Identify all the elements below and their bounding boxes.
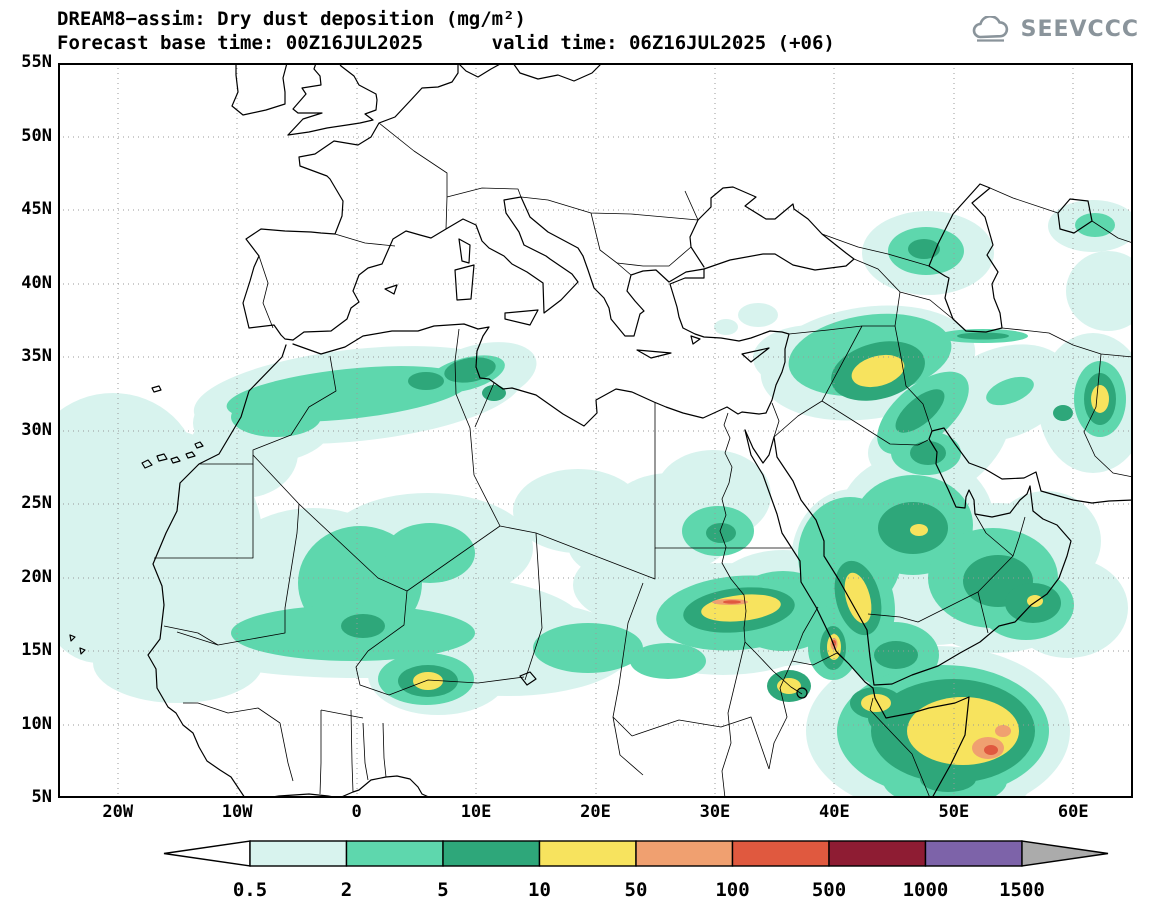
- legend-label-50: 50: [625, 879, 648, 901]
- legend-label-0.5: 0.5: [233, 879, 267, 901]
- legend-segment-6: [828, 840, 927, 867]
- lat-tick-45N: 45N: [21, 199, 52, 219]
- legend-segment-7: [924, 840, 1023, 867]
- lon-tick-0: 0: [351, 802, 362, 822]
- legend-segment-3: [538, 840, 637, 867]
- country-borders: [154, 122, 1134, 799]
- lat-tick-15N: 15N: [21, 640, 52, 660]
- legend-label-5: 5: [437, 879, 448, 901]
- legend-label-1000: 1000: [903, 879, 949, 901]
- legend-segment-2: [442, 840, 541, 867]
- logo-text: SEEVCCC: [1020, 16, 1139, 42]
- lon-tick-30E: 30E: [699, 802, 731, 822]
- coastlines: [69, 62, 1134, 799]
- lon-tick-40E: 40E: [819, 802, 850, 822]
- lon-tick-10W: 10W: [221, 802, 253, 822]
- lon-tick-20E: 20E: [580, 802, 611, 822]
- lat-tick-50N: 50N: [21, 125, 52, 146]
- colorbar-legend: 0.5 2 5 10 50 100 500 1000 1500: [163, 840, 1109, 901]
- seevccc-logo: SEEVCCC: [970, 16, 1139, 42]
- lon-tick-20W: 20W: [102, 802, 134, 822]
- graticule-gridlines: [58, 63, 1133, 798]
- legend-label-500: 500: [812, 879, 846, 901]
- legend-label-1500: 1500: [999, 879, 1045, 901]
- lon-tick-10E: 10E: [460, 802, 492, 822]
- legend-segment-5: [731, 840, 830, 867]
- legend-segment-0: [249, 840, 348, 867]
- lat-tick-5N: 5N: [31, 787, 52, 807]
- cloud-icon: [972, 16, 1008, 42]
- legend-segment-1: [345, 840, 444, 867]
- lon-tick-60E: 60E: [1057, 802, 1089, 822]
- legend-label-2: 2: [341, 879, 352, 901]
- lat-tick-20N: 20N: [21, 566, 52, 587]
- lon-tick-50E: 50E: [938, 802, 970, 822]
- legend-left-arrow: [163, 840, 251, 867]
- map-area: [28, 62, 1150, 821]
- dust-fill-level-10: [413, 354, 1109, 765]
- lat-tick-25N: 25N: [21, 493, 52, 513]
- lat-tick-30N: 30N: [21, 419, 52, 440]
- lat-tick-35N: 35N: [21, 346, 52, 366]
- legend-right-arrow: [1021, 840, 1109, 867]
- nile-river: [719, 412, 803, 799]
- dust-map-svg: [28, 62, 1150, 821]
- legend-label-100: 100: [715, 879, 749, 901]
- lat-tick-55N: 55N: [21, 52, 52, 72]
- lat-tick-10N: 10N: [21, 713, 52, 734]
- lat-tick-40N: 40N: [21, 272, 52, 293]
- plot-subtitle-times: Forecast base time: 00Z16JUL2025 valid t…: [57, 32, 835, 54]
- plot-title: DREAM8−assim: Dry dust deposition (mg/m²…: [57, 8, 526, 30]
- legend-label-10: 10: [528, 879, 551, 901]
- legend-segment-4: [635, 840, 734, 867]
- map-frame: [58, 63, 1133, 798]
